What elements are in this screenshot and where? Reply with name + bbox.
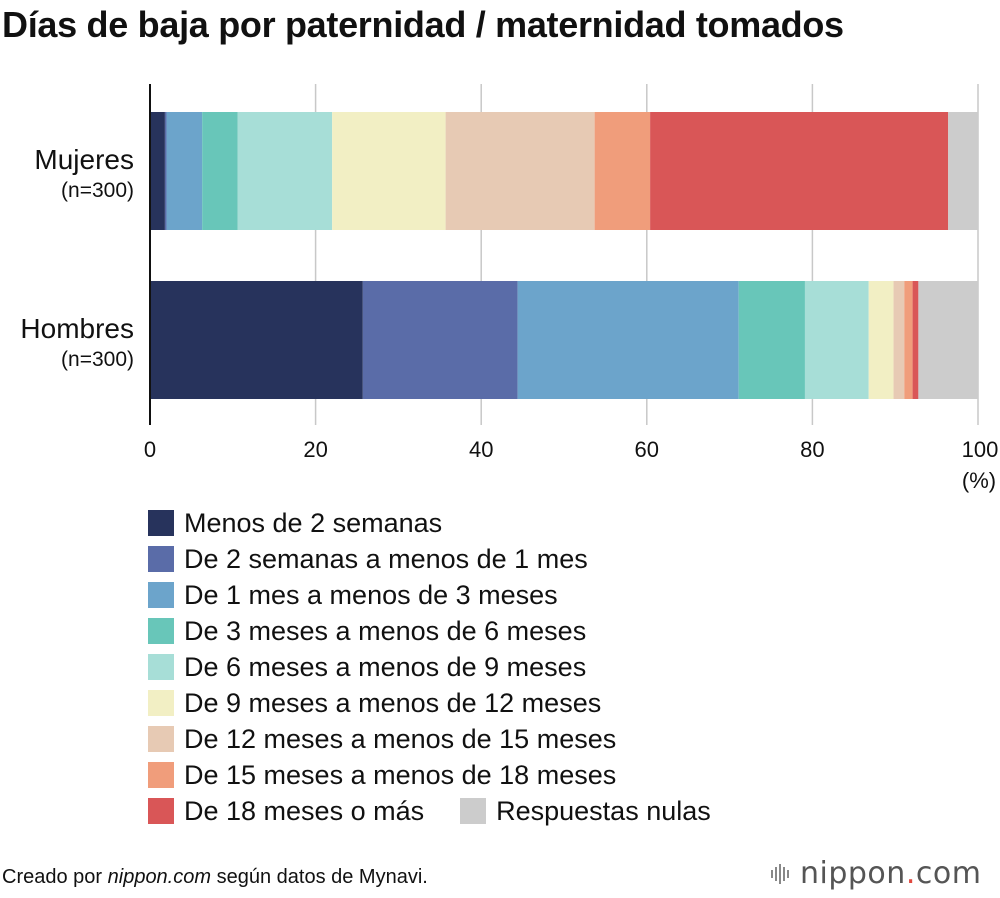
logo-end: com [915, 856, 982, 891]
legend-label: Menos de 2 semanas [184, 507, 443, 538]
bar-segment-mujeres-4 [237, 112, 333, 230]
legend-label: De 6 meses a menos de 9 meses [184, 651, 587, 682]
legend-row: De 1 mes a menos de 3 meses [148, 577, 868, 613]
category-label: Mujeres [34, 144, 134, 175]
bar-segment-mujeres-8 [650, 112, 949, 230]
legend-row: De 3 meses a menos de 6 meses [148, 613, 868, 649]
x-tick-label: 60 [635, 437, 659, 462]
category-label: Hombres [20, 313, 134, 344]
legend-item: De 9 meses a menos de 12 meses [148, 688, 601, 719]
bar-segment-hombres-9 [918, 281, 978, 399]
legend-swatch [148, 546, 174, 572]
source-site: nippon.com [107, 866, 212, 888]
source-suffix: según datos de Mynavi. [211, 866, 428, 888]
stacked-bar-chart: Mujeres (n=300) Hombres (n=300) 0 20 40 60 80 10… [20, 84, 998, 493]
legend-item: De 3 meses a menos de 6 meses [148, 616, 586, 647]
category-labels: Mujeres (n=300) Hombres (n=300) [20, 144, 134, 371]
bar-segment-hombres-6 [893, 281, 905, 399]
legend-row: De 9 meses a menos de 12 meses [148, 685, 868, 721]
legend-row: De 2 semanas a menos de 1 mes [148, 541, 868, 577]
legend-swatch [148, 726, 174, 752]
bar-segment-mujeres-9 [948, 112, 978, 230]
legend-item: De 18 meses o más [148, 796, 424, 827]
legend-row: De 18 meses o más Respuestas nulas [148, 793, 868, 829]
x-tick-label: 20 [303, 437, 327, 462]
bar-segment-mujeres-5 [332, 112, 446, 230]
legend-item: De 1 mes a menos de 3 meses [148, 580, 558, 611]
legend-row: De 12 meses a menos de 15 meses [148, 721, 868, 757]
x-tick-label: 40 [469, 437, 493, 462]
x-tick-label: 0 [144, 437, 156, 462]
legend-item: De 12 meses a menos de 15 meses [148, 724, 616, 755]
legend-item: De 6 meses a menos de 9 meses [148, 652, 586, 683]
legend-row: Menos de 2 semanas [148, 505, 868, 541]
legend-label: De 2 semanas a menos de 1 mes [184, 543, 588, 574]
category-sample-size: (n=300) [61, 179, 134, 202]
bar-segment-mujeres-0 [150, 112, 165, 230]
bar-segment-mujeres-2 [166, 112, 203, 230]
legend-swatch [148, 762, 174, 788]
legend-row: De 15 meses a menos de 18 meses [148, 757, 868, 793]
legend-swatch [148, 654, 174, 680]
legend-label: De 18 meses o más [184, 795, 425, 826]
legend-swatch [148, 798, 174, 824]
legend-label: De 3 meses a menos de 6 meses [184, 615, 587, 646]
bar-segments [150, 112, 978, 399]
legend-swatch [148, 510, 174, 536]
legend-item: Respuestas nulas [460, 796, 711, 827]
x-tick-label: 100 [962, 437, 999, 462]
tick-labels: 0 20 40 60 80 100 (%) [144, 437, 998, 493]
logo-text: nippon.com [800, 856, 981, 891]
source-prefix: Creado por [2, 866, 108, 888]
bar-segment-mujeres-1 [164, 112, 167, 230]
legend-swatch [148, 582, 174, 608]
legend-row: De 6 meses a menos de 9 meses [148, 649, 868, 685]
legend-swatch [148, 690, 174, 716]
bar-segment-hombres-7 [904, 281, 913, 399]
legend-label: De 9 meses a menos de 12 meses [184, 687, 602, 718]
sound-bars-icon [771, 863, 789, 884]
bar-segment-hombres-2 [517, 281, 739, 399]
x-axis-unit: (%) [962, 468, 996, 493]
legend-item: De 2 semanas a menos de 1 mes [148, 544, 588, 575]
logo-main: nippon [800, 856, 906, 891]
nippon-logo: nippon.com [770, 856, 981, 891]
legend-label: Respuestas nulas [496, 795, 711, 826]
bar-segment-mujeres-6 [445, 112, 595, 230]
bar-segment-hombres-1 [362, 281, 518, 399]
x-tick-label: 80 [800, 437, 824, 462]
legend: Menos de 2 semanas De 2 semanas a menos d… [148, 505, 868, 829]
bar-segment-mujeres-3 [202, 112, 238, 230]
bar-segment-hombres-4 [804, 281, 869, 399]
bar-segment-hombres-5 [868, 281, 894, 399]
logo-dot: . [905, 856, 916, 891]
legend-label: De 1 mes a menos de 3 meses [184, 579, 558, 610]
chart-title: Días de baja por paternidad / maternidad… [2, 4, 844, 45]
legend-label: De 15 meses a menos de 18 meses [184, 759, 617, 790]
bar-segment-hombres-3 [738, 281, 805, 399]
source-note: Creado por nippon.com según datos de Myn… [2, 866, 428, 889]
bar-segment-hombres-0 [150, 281, 363, 399]
bar-segment-mujeres-7 [594, 112, 651, 230]
bar-segment-hombres-8 [912, 281, 919, 399]
legend-label: De 12 meses a menos de 15 meses [184, 723, 617, 754]
legend-swatch [460, 798, 487, 824]
legend-item: Menos de 2 semanas [148, 508, 442, 539]
legend-swatch [148, 618, 174, 644]
legend-item: De 15 meses a menos de 18 meses [148, 760, 616, 791]
category-sample-size: (n=300) [61, 348, 134, 371]
